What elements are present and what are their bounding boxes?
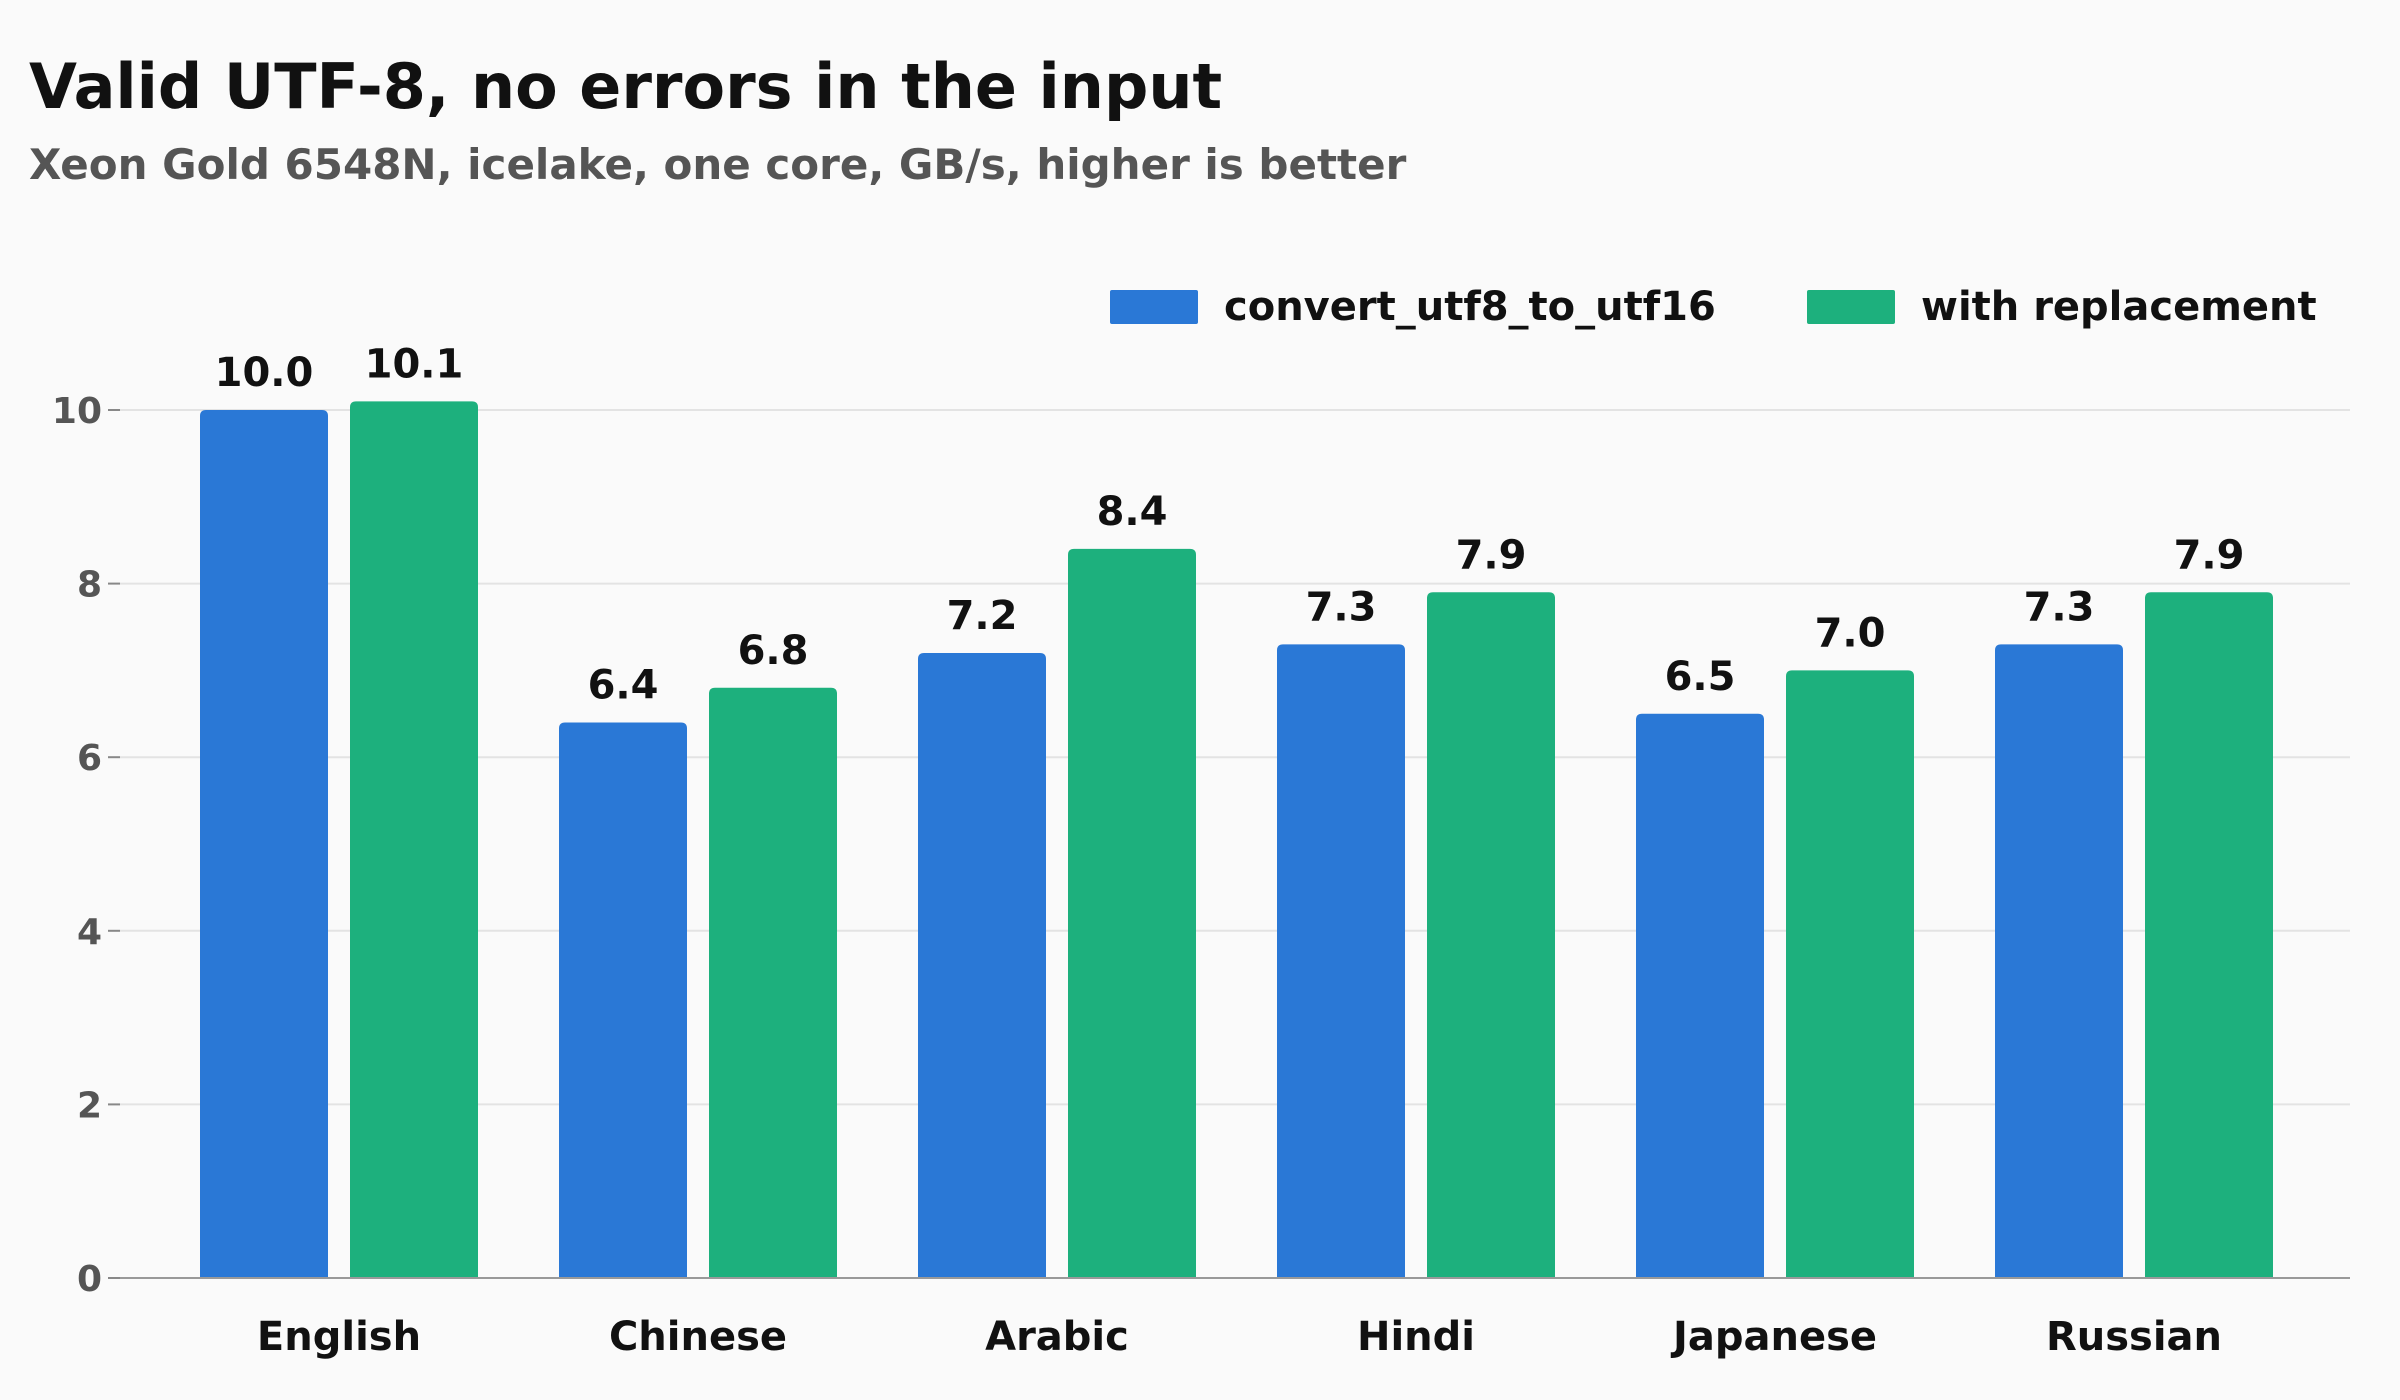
bar-japanese-series-1	[1636, 713, 1764, 1278]
data-label: 8.4	[1097, 489, 1168, 535]
x-tick-label: Chinese	[609, 1314, 787, 1360]
y-tick-label: 8	[77, 565, 102, 606]
bar-japanese-series-2	[1786, 670, 1914, 1278]
value-labels: 10.0 10.1 6.4 6.8 7.2 8.4 7.3 7.9 6.5 7.0 7.3 7.9	[215, 341, 2245, 708]
data-label: 10.0	[215, 350, 314, 396]
bar-english-series-1	[200, 410, 328, 1278]
bar-chinese-series-2	[709, 687, 837, 1278]
data-label: 7.3	[1306, 584, 1377, 630]
data-label: 10.1	[365, 341, 464, 387]
chart-subtitle: Xeon Gold 6548N, icelake, one core, GB/s…	[29, 140, 1407, 189]
legend-swatch	[1110, 290, 1198, 324]
bar-chinese-series-1	[559, 722, 687, 1278]
bar-english-series-2	[350, 401, 478, 1278]
y-tick-label: 4	[77, 912, 102, 953]
bars	[200, 401, 2273, 1278]
legend: convert_utf8_to_utf16 with replacement	[1110, 284, 2317, 330]
data-label: 6.8	[738, 628, 809, 674]
bar-hindi-series-1	[1277, 644, 1405, 1278]
y-tick-label: 10	[52, 391, 102, 432]
data-label: 7.9	[2174, 532, 2245, 578]
bar-arabic-series-1	[918, 653, 1046, 1278]
legend-swatch	[1807, 290, 1895, 324]
y-tick-label: 2	[77, 1085, 102, 1126]
legend-label: convert_utf8_to_utf16	[1224, 284, 1716, 330]
y-axis: 0 2 4 6 8 10	[52, 391, 120, 1300]
x-tick-label: Japanese	[1670, 1314, 1877, 1360]
bar-russian-series-2	[2145, 592, 2273, 1278]
bar-russian-series-1	[1995, 644, 2123, 1278]
bar-hindi-series-2	[1427, 592, 1555, 1278]
data-label: 7.3	[2024, 584, 2095, 630]
data-label: 6.5	[1665, 654, 1736, 700]
x-tick-label: Arabic	[985, 1314, 1129, 1360]
x-tick-label: Russian	[2046, 1314, 2222, 1360]
chart-title: Valid UTF-8, no errors in the input	[29, 50, 1223, 123]
data-label: 7.9	[1456, 532, 1527, 578]
y-tick-label: 0	[77, 1259, 102, 1300]
x-tick-label: English	[257, 1314, 421, 1360]
x-tick-label: Hindi	[1357, 1314, 1475, 1360]
bar-arabic-series-2	[1068, 548, 1196, 1278]
data-label: 7.2	[947, 593, 1018, 639]
legend-label: with replacement	[1921, 284, 2317, 330]
data-label: 6.4	[588, 662, 659, 708]
gridlines	[120, 409, 2350, 1106]
data-label: 7.0	[1815, 610, 1886, 656]
x-axis: English Chinese Arabic Hindi Japanese Russian	[120, 1277, 2350, 1360]
y-tick-label: 6	[77, 738, 102, 779]
